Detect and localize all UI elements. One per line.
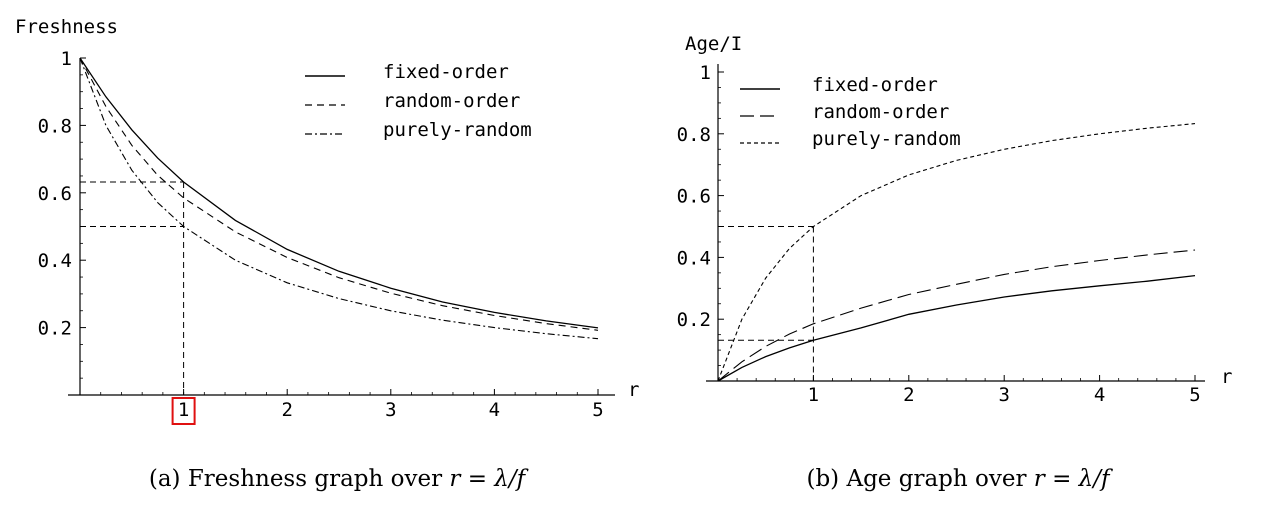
legend-label-random-order: random-order: [812, 101, 949, 123]
y-tick-label: 0.4: [677, 247, 711, 269]
x-tick-label: 2: [903, 384, 914, 406]
y-tick-label: 0.4: [38, 250, 72, 272]
y-tick-label: 0.8: [38, 115, 72, 137]
caption: (b) Age graph over r = λ/f: [806, 466, 1112, 492]
series-line-purely-random: [717, 123, 1196, 382]
y-axis-label: Freshness: [15, 16, 118, 38]
series-line-purely-random: [79, 57, 599, 340]
x-axis-label: r: [628, 379, 639, 401]
x-tick-label: 5: [592, 399, 603, 421]
y-tick-label: 0.6: [677, 186, 711, 208]
x-tick-label: 5: [1189, 384, 1200, 406]
legend-label-random-order: random-order: [383, 90, 520, 112]
age-panel: 0.2 0.4 0.6 0.8 1 1 2 3 4 5 Age/I r fixed-order rando…: [677, 33, 1233, 492]
legend-label-fixed-order: fixed-order: [383, 61, 509, 83]
legend-label-purely-random: purely-random: [383, 119, 532, 141]
caption-math: r = λ/f: [1034, 466, 1113, 492]
x-tick-label: 3: [998, 384, 1009, 406]
legend-label-fixed-order: fixed-order: [812, 74, 938, 96]
y-tick-label: 0.6: [38, 183, 72, 205]
legend-label-purely-random: purely-random: [812, 128, 961, 150]
caption: (a) Freshness graph over r = λ/f: [149, 466, 529, 492]
x-tick-label: 1: [808, 384, 819, 406]
series-line-random-order: [717, 249, 1196, 382]
y-tick-label: 1: [700, 62, 711, 84]
x-axis-label: r: [1221, 366, 1232, 388]
series-line-fixed-order: [79, 57, 599, 329]
y-tick-label: 1: [61, 48, 72, 70]
y-tick-label: 0.2: [38, 318, 72, 340]
highlight-box: [171, 397, 196, 425]
freshness-panel: 0.2 0.4 0.6 0.8 1 1 2 3 4 5 Freshness r fixed-order r…: [15, 16, 639, 492]
y-tick-label: 0.2: [677, 309, 711, 331]
caption-text: (a) Freshness graph over: [149, 466, 450, 492]
x-tick-label: 1: [178, 399, 189, 421]
series-line-random-order: [79, 57, 599, 331]
x-tick-label: 4: [489, 399, 500, 421]
y-tick-label: 0.8: [677, 124, 711, 146]
x-tick-label: 4: [1094, 384, 1105, 406]
caption-text: (b) Age graph over: [806, 466, 1033, 492]
x-tick-label: 3: [385, 399, 396, 421]
x-tick-label: 2: [281, 399, 292, 421]
caption-math: r = λ/f: [449, 466, 528, 492]
series-line-fixed-order: [717, 274, 1196, 382]
y-axis-label: Age/I: [685, 33, 742, 55]
